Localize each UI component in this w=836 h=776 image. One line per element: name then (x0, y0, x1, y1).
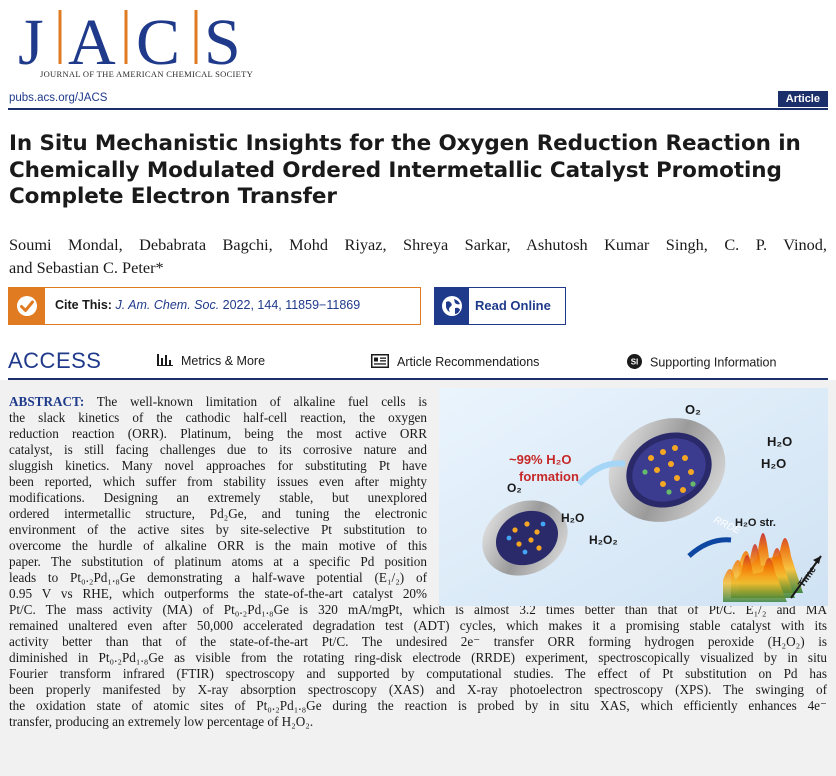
logo-letter-s: S (204, 6, 241, 79)
logo-letter-a: A (68, 6, 116, 79)
abstract-line-2: the slack kinetics of the cathodic half-… (9, 410, 427, 425)
abstract-line-12: leads to Pt₀.₂Pd₁.₈Ge demonstrating a ha… (9, 570, 427, 585)
arrow-to-spectrum (687, 537, 732, 558)
toc-formation-line-1: ~99% H₂O (509, 452, 572, 467)
jacs-logo: J A C S (10, 6, 280, 86)
toc-graphic: O₂ H₂O H₂O ~99% H₂O formation O₂ H₂O H₂O… (439, 388, 828, 606)
toc-o2-label-1: O₂ (685, 402, 701, 417)
toc-h2o-label-1: H₂O (767, 434, 792, 449)
recommendations-label: Article Recommendations (397, 354, 540, 369)
cite-details[interactable]: 2022, 144, 11859−11869 (222, 298, 361, 312)
abstract-line-9: environment of the active sites by site-… (9, 522, 427, 537)
abstract-line-20: the oxidation state of atomic sites of P… (9, 698, 827, 713)
supporting-info-label: Supporting Information (650, 355, 777, 370)
abstract-line-3: reduction reaction (ORR). Platinum, bein… (9, 426, 427, 441)
abstract-line-17: diminished in Pt₀.₂Pd₁.₈Ge as visible fr… (9, 650, 827, 665)
toc-h2o-label-3: H₂O (561, 511, 584, 525)
access-rule (8, 378, 828, 380)
logo-letter-j: J (18, 6, 44, 79)
abstract-line-8: ordered intermetallic structure, Pd₂Ge, … (9, 506, 427, 521)
toc-formation-line-2: formation (519, 469, 579, 484)
authors-line-1: Soumi Mondal, Debabrata Bagchi, Mohd Riy… (9, 235, 827, 254)
abstract-line-18: Fourier transform infrared (FTIR) spectr… (9, 666, 827, 681)
supporting-info-link[interactable]: SI Supporting Information (627, 354, 776, 372)
rrde-electrode-large (608, 418, 726, 522)
bar-chart-icon (157, 354, 173, 369)
article-list-icon (371, 354, 389, 371)
cite-journal[interactable]: J. Am. Chem. Soc. (115, 298, 220, 312)
article-type-badge: Article (777, 91, 828, 107)
toc-h2o2-label: H₂O₂ (589, 533, 618, 547)
abstract-line-13: 0.95 V vs RHE, which outperforms the sta… (9, 586, 427, 601)
toc-o2-label-2: O₂ (507, 481, 522, 495)
abstract-line-6: been reported, which suffer from stabili… (9, 474, 427, 489)
metrics-link[interactable]: Metrics & More (157, 354, 265, 369)
read-online-button[interactable]: Read Online (434, 287, 566, 325)
abstract-line-5: sluggish kinetics. Many novel approaches… (9, 458, 427, 473)
globe-icon (435, 288, 469, 324)
header-rule (8, 108, 828, 110)
cite-label: Cite This: (55, 298, 112, 312)
abstract-line-21: transfer, producing an extremely low per… (9, 714, 314, 729)
abstract-line-15: remained unaltered even after 50,000 acc… (9, 618, 827, 633)
abstract-line-16: activity better than that of the state-o… (9, 634, 827, 649)
cite-this-box[interactable]: Cite This: J. Am. Chem. Soc. 2022, 144, … (8, 287, 421, 325)
toc-h2o-str-label: H₂O str. (735, 517, 776, 529)
journal-url-link[interactable]: pubs.acs.org/JACS (9, 92, 108, 104)
abstract-line-1: ABSTRACT: The well-known limitation of a… (9, 394, 427, 409)
si-badge-icon: SI (627, 354, 642, 372)
abstract-line-10: overcome the hurdle of alkaline ORR is t… (9, 538, 427, 553)
authors-line-2: and Sebastian C. Peter* (9, 258, 164, 277)
ftir-spectrum (723, 533, 822, 602)
read-online-label: Read Online (475, 298, 551, 313)
si-badge-text: SI (631, 358, 639, 367)
recommendations-link[interactable]: Article Recommendations (371, 354, 539, 371)
access-heading: ACCESS (8, 348, 102, 373)
journal-full-name: JOURNAL OF THE AMERICAN CHEMICAL SOCIETY (40, 69, 254, 79)
arrow-to-large-disk (576, 460, 626, 487)
abstract-line-7: modifications. Designing an extremely st… (9, 490, 427, 505)
toc-h2o-label-2: H₂O (761, 456, 786, 471)
abstract-line-4: catalyst, is still facing challenges due… (9, 442, 427, 457)
abstract-line-19: been properly manifested by X-ray absorp… (9, 682, 827, 697)
rrde-electrode-small (482, 500, 568, 576)
abstract-label: ABSTRACT: (9, 394, 85, 409)
metrics-label: Metrics & More (181, 354, 266, 368)
logo-letter-c: C (136, 6, 180, 79)
article-title: In Situ Mechanistic Insights for the Oxy… (9, 131, 801, 209)
cite-quote-icon (9, 288, 45, 324)
abstract-line-11: paper. The substitution of platinum atom… (9, 554, 427, 569)
